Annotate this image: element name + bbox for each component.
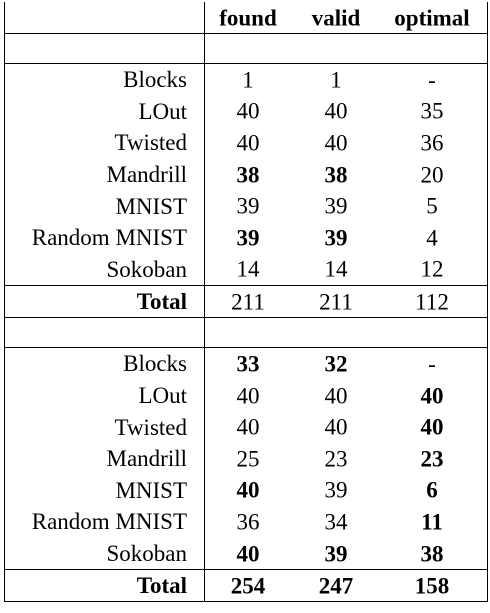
table-row: LOut 40 40 40 xyxy=(4,380,488,412)
table-row: MNIST 39 39 5 xyxy=(4,190,488,222)
row-label: LOut xyxy=(138,383,187,409)
row-label: MNIST xyxy=(115,477,187,503)
table-rule xyxy=(4,285,488,287)
cell-valid: 34 xyxy=(324,509,348,535)
table-row: Twisted 40 40 36 xyxy=(4,127,488,159)
cell-valid: 32 xyxy=(324,351,348,377)
row-label: MNIST xyxy=(115,193,187,219)
table-row: LOut 40 40 35 xyxy=(4,96,488,128)
cell-valid: 40 xyxy=(324,383,348,409)
cell-optimal: 36 xyxy=(420,130,444,156)
cell-optimal: 11 xyxy=(421,509,443,535)
cell-optimal: 40 xyxy=(420,383,444,409)
table-rule xyxy=(4,601,488,603)
cell-found: 40 xyxy=(236,383,260,409)
row-label: Total xyxy=(136,289,187,315)
table-row: Mandrill 25 23 23 xyxy=(4,443,488,475)
cell-optimal: 6 xyxy=(426,477,438,503)
row-label: Sokoban xyxy=(106,541,188,567)
cell-optimal: 112 xyxy=(415,289,449,315)
cell-valid: 39 xyxy=(324,541,348,567)
cell-optimal: 23 xyxy=(420,446,444,472)
cell-optimal: 5 xyxy=(426,193,438,219)
column-rule xyxy=(487,2,488,603)
header-valid: valid xyxy=(311,5,361,30)
cell-optimal: 12 xyxy=(420,256,444,282)
table-row: Random MNIST 39 39 4 xyxy=(4,222,488,254)
row-label: Total xyxy=(136,573,187,599)
cell-found: 36 xyxy=(236,509,260,535)
cell-found: 25 xyxy=(236,446,260,472)
cell-found: 39 xyxy=(236,193,260,219)
cell-found: 211 xyxy=(231,289,265,315)
cell-found: 40 xyxy=(236,130,260,156)
header-row: found valid optimal xyxy=(4,2,488,33)
column-rule xyxy=(204,2,205,603)
cell-found: 33 xyxy=(236,351,260,377)
cell-valid: 1 xyxy=(330,67,342,93)
cell-optimal: 4 xyxy=(426,225,438,251)
table-rule xyxy=(4,347,488,349)
table-row: Sokoban 40 39 38 xyxy=(4,538,488,570)
row-label: Blocks xyxy=(123,67,187,93)
cell-found: 40 xyxy=(236,414,260,440)
cell-found: 254 xyxy=(230,573,266,599)
cell-optimal: 20 xyxy=(420,162,444,188)
row-label: Twisted xyxy=(114,130,188,156)
table-row: Blocks 33 32 - xyxy=(4,348,488,380)
cell-valid: 39 xyxy=(324,193,348,219)
cell-found: 40 xyxy=(236,98,260,124)
cell-valid: 247 xyxy=(318,573,354,599)
table-rule xyxy=(4,317,488,319)
table-row: Mandrill 38 38 20 xyxy=(4,159,488,191)
cell-valid: 23 xyxy=(324,446,348,472)
cell-found: 38 xyxy=(236,162,260,188)
cell-valid: 38 xyxy=(324,162,348,188)
cell-optimal: 158 xyxy=(414,573,450,599)
header-found: found xyxy=(219,5,277,30)
cell-found: 1 xyxy=(242,67,254,93)
table-rule xyxy=(4,569,488,571)
cell-valid: 40 xyxy=(324,98,348,124)
cell-optimal: 40 xyxy=(420,414,444,440)
cell-valid: 40 xyxy=(324,414,348,440)
cell-optimal: 35 xyxy=(420,98,444,124)
row-label: LOut xyxy=(138,98,187,124)
row-label: Twisted xyxy=(114,414,188,440)
table-rule xyxy=(4,33,488,34)
row-label: Random MNIST xyxy=(31,509,187,535)
row-label: Mandrill xyxy=(106,162,188,188)
cell-valid: 40 xyxy=(324,130,348,156)
cell-optimal: - xyxy=(428,351,436,377)
cell-found: 39 xyxy=(236,225,260,251)
table-row: MNIST 40 39 6 xyxy=(4,475,488,507)
cell-found: 14 xyxy=(236,256,260,282)
row-label: Blocks xyxy=(123,351,187,377)
table-rule xyxy=(4,63,488,64)
row-label: Sokoban xyxy=(106,256,188,282)
table-row: Twisted 40 40 40 xyxy=(4,411,488,443)
cell-optimal: 38 xyxy=(420,541,444,567)
row-label: Random MNIST xyxy=(31,225,187,251)
cell-valid: 39 xyxy=(324,225,348,251)
results-table: found valid optimal Blocks 1 1- LOut 40 40 35 Twis… xyxy=(4,2,488,603)
header-optimal: optimal xyxy=(394,5,470,30)
row-label: Mandrill xyxy=(106,446,188,472)
cell-found: 40 xyxy=(236,477,260,503)
total-row: Total 254 247 158 xyxy=(4,570,488,601)
cell-found: 40 xyxy=(236,541,260,567)
cell-valid: 211 xyxy=(319,289,353,315)
table-row: Sokoban 14 14 12 xyxy=(4,254,488,286)
table-row: Random MNIST 36 34 11 xyxy=(4,506,488,538)
table-row: Blocks 1 1 - xyxy=(4,64,488,96)
cell-valid: 39 xyxy=(324,477,348,503)
total-row: Total 211 211 112 xyxy=(4,286,488,317)
cell-optimal: - xyxy=(428,67,436,93)
cell-valid: 14 xyxy=(324,256,348,282)
column-rule xyxy=(4,2,5,603)
